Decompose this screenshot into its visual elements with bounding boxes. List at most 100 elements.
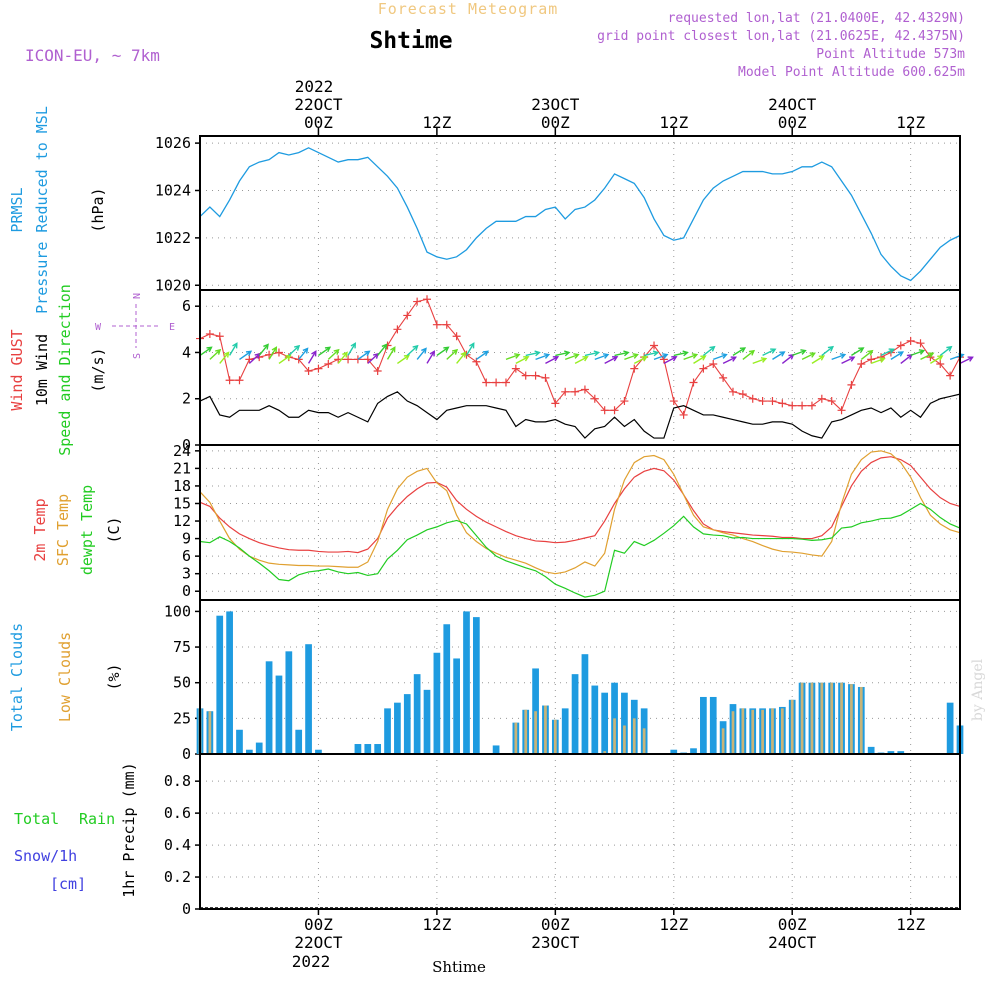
gust-marker (482, 378, 491, 387)
y-tick-label: 0.6 (164, 804, 191, 822)
header-model: ICON-EU, ~ 7km (25, 46, 160, 65)
wind-direction-arrow (910, 349, 925, 357)
wind-direction-arrow (939, 346, 952, 356)
temp-sfc-line (199, 450, 961, 575)
total-cloud-bar (394, 702, 401, 754)
total-cloud-bar (265, 661, 273, 754)
total-cloud-bar (255, 742, 263, 754)
gust-marker (650, 341, 659, 350)
y-tick-label: 1020 (155, 276, 191, 294)
wind-direction-arrow (288, 345, 300, 356)
wind-direction-arrow (268, 347, 277, 360)
bottom-hour-label: 12Z (659, 915, 688, 934)
pressure-line (199, 147, 961, 282)
total-cloud-bar (670, 749, 678, 754)
wind-direction-arrowhead (928, 352, 935, 358)
gust-marker (827, 397, 836, 406)
wind-direction-arrow (248, 353, 261, 364)
precip-cm-label: [cm] (50, 875, 86, 893)
total-cloud-bar (709, 696, 717, 754)
gust-marker (837, 406, 846, 415)
gust-marker (324, 360, 333, 369)
low-cloud-bar (859, 686, 863, 754)
gust-marker (492, 378, 501, 387)
wind-direction-arrow (525, 351, 540, 357)
gust-marker (373, 366, 382, 375)
wind-direction-arrowhead (918, 349, 926, 355)
wind-direction-arrow (436, 346, 449, 356)
wind-direction-arrow (377, 344, 388, 356)
gust-marker (669, 397, 678, 406)
wind-direction-arrowhead (730, 356, 738, 362)
total-cloud-bar (226, 611, 233, 754)
temp-dewpt-line (199, 502, 961, 598)
y-tick-label: 1024 (155, 181, 191, 199)
low-cloud-bar (613, 718, 616, 754)
wind-direction-arrow (219, 352, 230, 364)
gust-marker (738, 390, 747, 399)
gust-marker (531, 371, 540, 380)
low-cloud-bar (790, 699, 794, 754)
gust-marker (936, 360, 945, 369)
y-tick-label: 0 (182, 745, 191, 763)
low-cloud-bar (780, 708, 784, 754)
wind-direction-arrowhead (612, 356, 619, 362)
y-tick-label: 0.2 (164, 868, 191, 886)
compass-south: S (132, 353, 143, 359)
total-cloud-bar (492, 745, 500, 754)
wind-direction-arrow (367, 353, 379, 364)
low-clouds-label: Low Clouds (56, 632, 74, 722)
wind-direction-arrowhead (682, 350, 689, 357)
wind-direction-arrow (614, 351, 629, 357)
compass-rose: W E N S (95, 293, 175, 359)
y-tick-label: 18 (173, 477, 191, 495)
panel-frame (199, 753, 961, 910)
wind-direction-arrowhead (206, 346, 213, 353)
wind-direction-arrowhead (671, 356, 678, 362)
wind-direction-arrow (702, 346, 715, 356)
gust-marker (748, 394, 757, 403)
temp-unit-label: (C) (105, 516, 123, 543)
wind-direction-arrowhead (534, 350, 541, 357)
wind-direction-arrow (663, 356, 677, 365)
gust-marker (561, 387, 570, 396)
gust-marker (393, 325, 402, 334)
y-tick-label: 1026 (155, 134, 191, 152)
wind-direction-arrow (920, 352, 934, 361)
wind-direction-arrow (505, 353, 520, 361)
total-cloud-bar (433, 652, 441, 754)
compass-west: W (95, 322, 102, 333)
total-cloud-bar (403, 694, 411, 754)
gust-marker (946, 371, 955, 380)
total-cloud-bar (946, 702, 954, 754)
pressure-msl-label: Pressure Reduced to MSL (33, 106, 51, 314)
wind-direction-arrowhead (800, 349, 807, 355)
wind-speed-dir-label: Speed and Direction (56, 284, 74, 456)
gust-marker (699, 364, 708, 373)
gust-marker (610, 406, 619, 415)
y-tick-label: 50 (173, 674, 191, 692)
wind-direction-arrowhead (302, 347, 309, 354)
gust-marker (807, 401, 816, 410)
wind-direction-arrow (959, 356, 973, 365)
wind-direction-arrowhead (223, 351, 230, 358)
wind-direction-arrowhead (700, 355, 707, 361)
wind-direction-arrow (515, 356, 529, 365)
total-cloud-bar (295, 729, 303, 754)
wind-direction-arrow (574, 356, 588, 365)
wind-direction-arrow (762, 348, 776, 357)
y-tick-label: 0.8 (164, 772, 191, 790)
wind-direction-arrowhead (849, 356, 856, 362)
wind-direction-arrow (258, 344, 269, 356)
gust-marker (344, 355, 353, 364)
y-tick-label: 0 (182, 436, 191, 454)
total-cloud-bar (305, 644, 312, 754)
low-cloud-bar (810, 682, 814, 754)
wind-direction-arrow (416, 348, 427, 360)
wind-direction-arrow (713, 353, 727, 361)
clouds-unit-label: (%) (105, 663, 123, 690)
low-cloud-bar (603, 751, 607, 754)
wind-direction-arrow (772, 351, 785, 360)
wind-direction-arrow (673, 351, 688, 357)
wind-direction-arrow (199, 346, 212, 356)
